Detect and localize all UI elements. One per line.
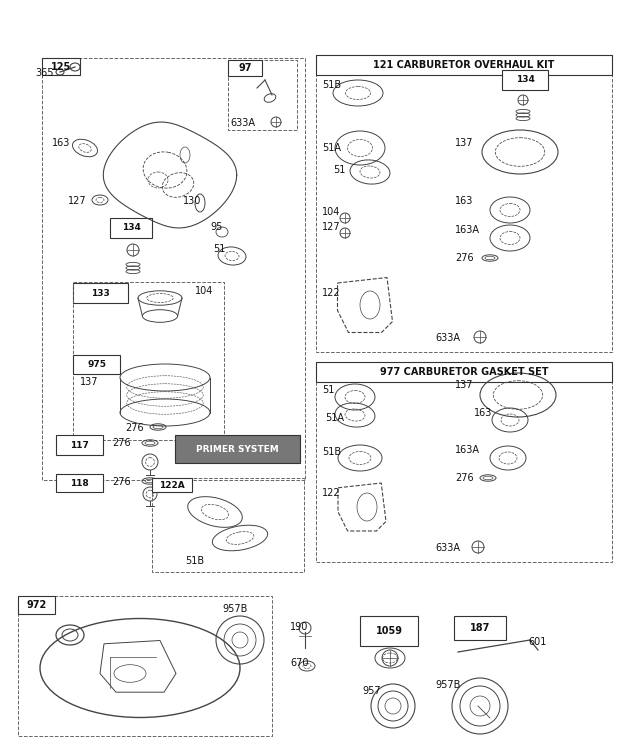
Bar	[42, 58, 80, 75]
Text: 276: 276	[455, 253, 474, 263]
Text: 127: 127	[322, 222, 340, 232]
Bar	[316, 362, 612, 382]
Text: 276: 276	[455, 473, 474, 483]
Bar	[56, 435, 103, 455]
Text: 276: 276	[112, 438, 131, 448]
Text: 95: 95	[210, 222, 223, 232]
Bar	[152, 478, 192, 492]
Bar	[110, 218, 152, 238]
Text: 118: 118	[70, 478, 89, 487]
Text: 134: 134	[122, 223, 141, 232]
Text: 104: 104	[322, 207, 340, 217]
Bar	[175, 435, 300, 463]
Text: 601: 601	[528, 637, 546, 647]
Bar	[18, 596, 272, 736]
Text: 163A: 163A	[455, 445, 480, 455]
Text: 163A: 163A	[455, 225, 480, 235]
Text: 137: 137	[455, 380, 474, 390]
Bar	[228, 60, 262, 76]
Text: 51B: 51B	[185, 556, 204, 566]
Bar	[18, 596, 55, 614]
Text: 130: 130	[183, 196, 202, 206]
Text: 137: 137	[455, 138, 474, 148]
Text: 633A: 633A	[435, 543, 460, 553]
Text: 1059: 1059	[376, 626, 402, 636]
Text: 122: 122	[322, 488, 340, 498]
Text: 51B: 51B	[322, 80, 341, 90]
Bar	[316, 55, 612, 75]
Text: 163: 163	[52, 138, 71, 148]
Text: 51: 51	[322, 385, 334, 395]
Text: 51A: 51A	[325, 413, 344, 423]
Bar	[454, 616, 506, 640]
Text: PRIMER SYSTEM: PRIMER SYSTEM	[196, 444, 278, 454]
Text: 187: 187	[470, 623, 490, 633]
Text: 163: 163	[455, 196, 474, 206]
Bar	[360, 616, 418, 646]
Bar	[228, 60, 297, 130]
Text: 276: 276	[112, 477, 131, 487]
Text: 163: 163	[474, 408, 492, 418]
Text: 125: 125	[51, 62, 71, 71]
Text: 670: 670	[290, 658, 309, 668]
Bar	[73, 282, 224, 440]
Text: 137: 137	[80, 377, 99, 387]
Bar	[316, 362, 612, 562]
Text: 190: 190	[290, 622, 308, 632]
Text: 51B: 51B	[322, 447, 341, 457]
Bar	[73, 355, 120, 374]
Text: 122: 122	[322, 288, 340, 298]
Text: 122A: 122A	[159, 481, 185, 490]
Text: 957B: 957B	[222, 604, 247, 614]
Text: 977 CARBURETOR GASKET SET: 977 CARBURETOR GASKET SET	[379, 367, 548, 377]
Text: 957B: 957B	[435, 680, 461, 690]
Bar	[502, 70, 548, 90]
Text: 127: 127	[68, 196, 87, 206]
Text: 51: 51	[213, 244, 226, 254]
Text: 104: 104	[195, 286, 213, 296]
Text: 51: 51	[333, 165, 345, 175]
Bar	[73, 283, 128, 303]
Text: 957: 957	[362, 686, 381, 696]
Bar	[42, 58, 305, 480]
Text: 97: 97	[238, 63, 252, 73]
Bar	[56, 474, 103, 492]
Bar	[152, 478, 304, 572]
Text: 134: 134	[516, 75, 534, 85]
Text: 276: 276	[125, 423, 144, 433]
Text: 133: 133	[91, 289, 110, 298]
Text: 633A: 633A	[230, 118, 255, 128]
Text: 51A: 51A	[322, 143, 341, 153]
Text: 117: 117	[70, 440, 89, 449]
Text: 121 CARBURETOR OVERHAUL KIT: 121 CARBURETOR OVERHAUL KIT	[373, 60, 555, 70]
Text: 365: 365	[35, 68, 53, 78]
Text: 975: 975	[87, 360, 106, 369]
Text: 972: 972	[27, 600, 46, 610]
Bar	[316, 55, 612, 352]
Text: 633A: 633A	[435, 333, 460, 343]
